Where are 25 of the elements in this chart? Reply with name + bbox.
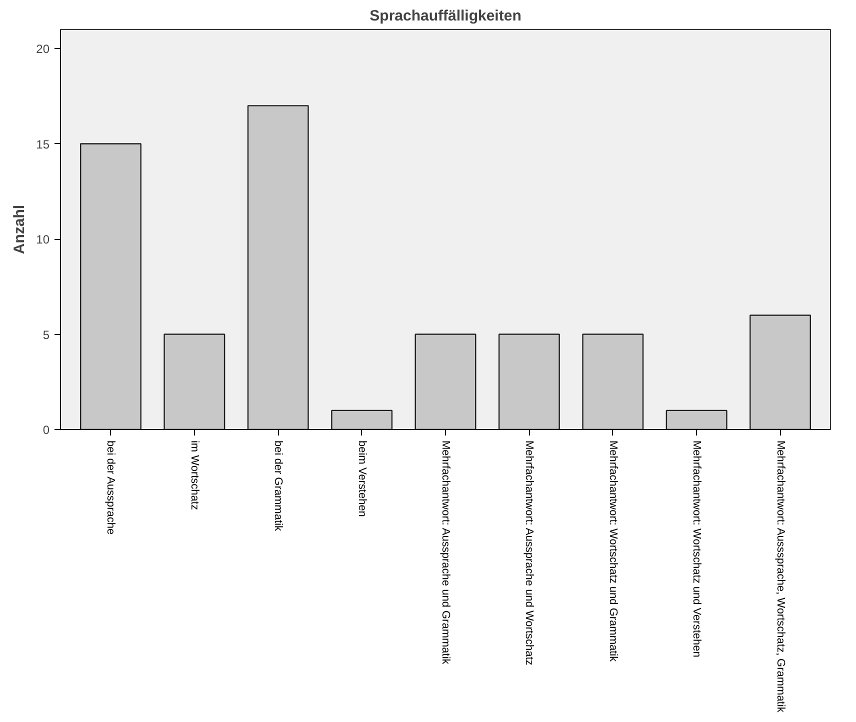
x-tick-label: bei der Aussprache	[104, 440, 117, 535]
bar	[331, 410, 393, 430]
bar	[414, 334, 476, 430]
y-tick-label: 0	[42, 423, 50, 437]
y-tick-label: 5	[42, 328, 50, 342]
x-tick-label: im Wortschatz	[188, 440, 200, 510]
bar	[666, 410, 728, 430]
x-tick-label: Mehrfachantwort: Aussprache und Wortschatz	[523, 440, 536, 666]
bar	[247, 105, 309, 430]
y-axis-title: Anzahl	[11, 204, 28, 254]
y-tick-label: 15	[36, 137, 50, 152]
bar	[80, 143, 142, 430]
y-tick-label: 20	[36, 42, 50, 56]
x-tick-label: beim Verstehen	[356, 440, 368, 517]
bar	[164, 334, 226, 430]
chart-title: Sprachauffälligkeiten	[370, 8, 522, 24]
x-tick-label: Mehrfachantwort: Wortschatz und Grammatik	[606, 440, 619, 662]
bar	[750, 314, 812, 430]
x-tick-label: Mehrfachantwort: Ausssprache, Wortschatz, Grammatik	[774, 440, 786, 713]
y-tick-label: 10	[36, 232, 50, 247]
bar	[582, 334, 644, 430]
x-tick-label: Mehrfachantwort: Aussprache und Grammatik	[440, 440, 452, 665]
x-tick-label: bei der Grammatik	[272, 440, 284, 532]
bar	[498, 334, 560, 430]
x-tick-label: Mehrfachantwort: Wortschatz und Verstehen	[690, 440, 703, 658]
